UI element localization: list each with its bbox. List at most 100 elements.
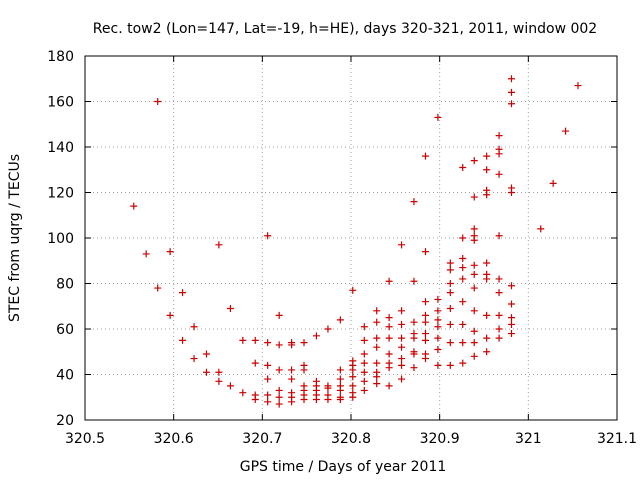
x-tick-label: 320.5 bbox=[65, 431, 105, 447]
data-point bbox=[385, 277, 393, 285]
data-point bbox=[421, 152, 429, 160]
data-point bbox=[349, 286, 357, 294]
data-point bbox=[410, 350, 418, 358]
data-point bbox=[190, 323, 198, 331]
data-point bbox=[495, 132, 503, 140]
data-point bbox=[275, 386, 283, 394]
data-point bbox=[421, 318, 429, 326]
grid-lines bbox=[85, 56, 617, 420]
data-point bbox=[459, 234, 467, 242]
data-point bbox=[483, 166, 491, 174]
data-point bbox=[373, 373, 381, 381]
data-point bbox=[360, 336, 368, 344]
data-point bbox=[300, 339, 308, 347]
data-point bbox=[470, 261, 478, 269]
data-point bbox=[421, 248, 429, 256]
data-point bbox=[446, 320, 454, 328]
y-tick-label: 80 bbox=[56, 277, 74, 293]
data-point bbox=[574, 82, 582, 90]
data-point bbox=[470, 327, 478, 335]
data-point bbox=[300, 396, 308, 404]
data-point bbox=[470, 157, 478, 165]
y-tick-labels: 20 40 60 80 100 120 140 160 180 bbox=[47, 49, 74, 429]
data-point bbox=[360, 386, 368, 394]
data-point bbox=[336, 366, 344, 374]
data-point bbox=[434, 323, 442, 331]
data-point bbox=[349, 382, 357, 390]
data-point bbox=[434, 334, 442, 342]
data-point bbox=[495, 289, 503, 297]
data-point bbox=[324, 396, 332, 404]
data-point bbox=[507, 314, 515, 322]
data-point bbox=[336, 375, 344, 383]
data-point bbox=[459, 320, 467, 328]
data-point bbox=[373, 318, 381, 326]
data-point bbox=[336, 316, 344, 324]
data-point bbox=[483, 275, 491, 283]
y-tick-label: 140 bbox=[47, 140, 74, 156]
y-tick-label: 120 bbox=[47, 186, 74, 202]
data-point bbox=[410, 334, 418, 342]
data-point bbox=[421, 311, 429, 319]
data-point bbox=[398, 320, 406, 328]
data-point bbox=[166, 311, 174, 319]
data-point bbox=[264, 375, 272, 383]
data-point bbox=[495, 170, 503, 178]
data-point bbox=[410, 364, 418, 372]
data-point bbox=[288, 341, 296, 349]
x-tick-label: 320.8 bbox=[331, 431, 371, 447]
data-point bbox=[179, 336, 187, 344]
data-point bbox=[483, 311, 491, 319]
data-point bbox=[385, 350, 393, 358]
data-point bbox=[410, 277, 418, 285]
data-point bbox=[483, 334, 491, 342]
axis-ticks bbox=[84, 55, 618, 421]
data-points bbox=[130, 75, 582, 408]
data-point bbox=[373, 359, 381, 367]
data-point bbox=[507, 88, 515, 96]
data-point bbox=[434, 307, 442, 315]
data-point bbox=[130, 202, 138, 210]
data-point bbox=[421, 355, 429, 363]
data-point bbox=[459, 339, 467, 347]
data-point bbox=[264, 339, 272, 347]
data-point bbox=[470, 339, 478, 347]
data-point bbox=[507, 330, 515, 338]
data-point bbox=[251, 396, 259, 404]
data-point bbox=[434, 113, 442, 121]
data-point bbox=[300, 366, 308, 374]
data-point bbox=[226, 382, 234, 390]
y-tick-label: 180 bbox=[47, 49, 74, 65]
data-point bbox=[507, 100, 515, 108]
data-point bbox=[360, 323, 368, 331]
data-point bbox=[288, 398, 296, 406]
data-point bbox=[154, 284, 162, 292]
y-tick-label: 60 bbox=[56, 322, 74, 338]
data-point bbox=[398, 334, 406, 342]
x-tick-label: 320.7 bbox=[242, 431, 282, 447]
y-tick-label: 40 bbox=[56, 368, 74, 384]
data-point bbox=[495, 232, 503, 240]
data-point bbox=[507, 320, 515, 328]
data-point bbox=[398, 355, 406, 363]
data-point bbox=[434, 295, 442, 303]
data-point bbox=[360, 377, 368, 385]
x-tick-label: 320.6 bbox=[154, 431, 194, 447]
data-point bbox=[398, 241, 406, 249]
data-point bbox=[202, 368, 210, 376]
data-point bbox=[373, 307, 381, 315]
data-point bbox=[421, 330, 429, 338]
data-point bbox=[251, 336, 259, 344]
data-point bbox=[470, 352, 478, 360]
data-point bbox=[275, 341, 283, 349]
data-point bbox=[215, 368, 223, 376]
data-point bbox=[410, 318, 418, 326]
data-point bbox=[349, 393, 357, 401]
data-point bbox=[385, 334, 393, 342]
data-point bbox=[312, 396, 320, 404]
data-point bbox=[373, 343, 381, 351]
data-point bbox=[202, 350, 210, 358]
data-point bbox=[251, 359, 259, 367]
data-point bbox=[264, 398, 272, 406]
